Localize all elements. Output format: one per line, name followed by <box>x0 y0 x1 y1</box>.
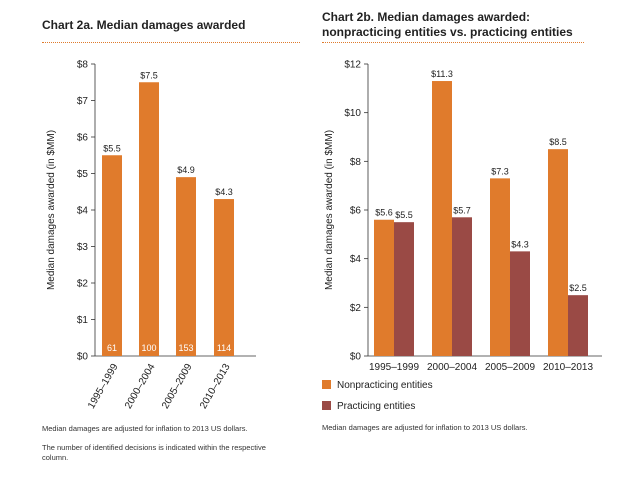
bar-value-label: $5.5 <box>103 143 121 153</box>
chart-2a-title: Chart 2a. Median damages awarded <box>42 18 246 32</box>
y-tick-label: $12 <box>344 60 361 71</box>
legend-swatch-practicing <box>322 401 331 411</box>
x-tick-label: 2000–2004 <box>427 362 477 373</box>
chart-2b-title-rule <box>322 42 584 43</box>
bar-value-label: $11.3 <box>431 69 453 79</box>
y-tick-label: $7 <box>77 96 89 107</box>
chart-2a-title-rule <box>42 42 300 43</box>
bar-practicing-2010–2013 <box>568 295 588 356</box>
x-tick-label: 1995–1999 <box>369 362 419 373</box>
chart-2a-plot: $0 $1 $2 $3 $4 $5 $6 $7 $8 Median damages awarded… <box>46 60 256 411</box>
bar-1995–1999 <box>102 155 122 356</box>
chart-2b-title-line2: nonpracticing entities vs. practicing en… <box>322 25 573 39</box>
legend-label-nonpracticing: Nonpracticing entities <box>337 380 433 391</box>
x-tick-label: 2010–2013 <box>543 362 593 373</box>
bar-value-label: $5.7 <box>453 205 471 215</box>
y-tick-label: $6 <box>350 206 362 217</box>
y-tick-label: $6 <box>77 133 89 144</box>
bar-count-label: 100 <box>141 343 156 353</box>
bar-nonpracticing-2010–2013 <box>548 149 568 356</box>
y-axis-title: Median damages awarded (in $MM) <box>324 130 335 290</box>
bar-nonpracticing-2005–2009 <box>490 178 510 356</box>
bar-2000–2004 <box>139 82 159 356</box>
y-tick-label: $0 <box>77 352 89 363</box>
y-axis-title: Median damages awarded (in $MM) <box>46 130 57 290</box>
bar-nonpracticing-2000–2004 <box>432 81 452 357</box>
y-tick-label: $2 <box>350 303 362 314</box>
bar-practicing-1995–1999 <box>394 222 414 356</box>
y-tick-label: $5 <box>77 169 89 180</box>
y-tick-label: $0 <box>350 352 362 363</box>
bar-value-label: $4.3 <box>215 187 233 197</box>
chart-2a-note-inflation: Median damages are adjusted for inflatio… <box>42 424 248 433</box>
bar-count-label: 61 <box>107 343 117 353</box>
y-tick-label: $3 <box>77 242 89 253</box>
legend-item-practicing: Practicing entities <box>322 401 415 412</box>
y-tick-label: $8 <box>77 60 89 71</box>
y-tick-label: $4 <box>77 206 89 217</box>
bar-value-label: $2.5 <box>569 283 587 293</box>
chart-2b-title: Chart 2b. Median damages awarded: nonpra… <box>322 10 573 40</box>
chart-2a-note-counts: The number of identified decisions is in… <box>42 443 266 462</box>
x-tick-label: 2005–2009 <box>485 362 535 373</box>
bar-value-label: $4.3 <box>511 239 529 249</box>
y-tick-label: $4 <box>350 254 362 265</box>
legend-swatch-nonpracticing <box>322 380 331 390</box>
bar-practicing-2005–2009 <box>510 251 530 356</box>
y-tick-label: $1 <box>77 315 89 326</box>
chart-2b-title-line1: Chart 2b. Median damages awarded: <box>322 10 531 24</box>
bar-value-label: $4.9 <box>177 165 195 175</box>
x-tick-label: 1995–1999 <box>86 362 121 411</box>
bar-value-label: $7.3 <box>491 166 509 176</box>
chart-2b-panel: Chart 2b. Median damages awarded: nonpra… <box>318 0 640 479</box>
bar-count-label: 114 <box>217 343 231 353</box>
x-tick-label: 2010–2013 <box>198 362 233 411</box>
bar-value-label: $7.5 <box>140 70 158 80</box>
chart-2b-plot: $0 $2 $4 $6 $8 $10 $12 Median damages awarded (… <box>324 60 602 373</box>
legend-item-nonpracticing: Nonpracticing entities <box>322 380 433 391</box>
bar-nonpracticing-1995–1999 <box>374 219 394 356</box>
bar-2010–2013 <box>214 199 234 356</box>
chart-2b-note-inflation: Median damages are adjusted for inflatio… <box>322 423 528 432</box>
legend-label-practicing: Practicing entities <box>337 401 416 412</box>
x-tick-label: 2000–2004 <box>123 362 158 411</box>
chart-2a-panel: Chart 2a. Median damages awarded $0 $1 $2 $… <box>0 0 305 479</box>
y-tick-label: $10 <box>344 108 361 119</box>
y-tick-label: $8 <box>350 157 362 168</box>
bar-2005–2009 <box>176 177 196 356</box>
bar-count-label: 153 <box>178 343 193 353</box>
bar-value-label: $5.5 <box>395 210 413 220</box>
y-tick-label: $2 <box>77 279 89 290</box>
bar-value-label: $5.6 <box>375 208 393 218</box>
bar-value-label: $8.5 <box>549 137 567 147</box>
x-tick-label: 2005–2009 <box>160 362 195 411</box>
bar-practicing-2000–2004 <box>452 217 472 356</box>
